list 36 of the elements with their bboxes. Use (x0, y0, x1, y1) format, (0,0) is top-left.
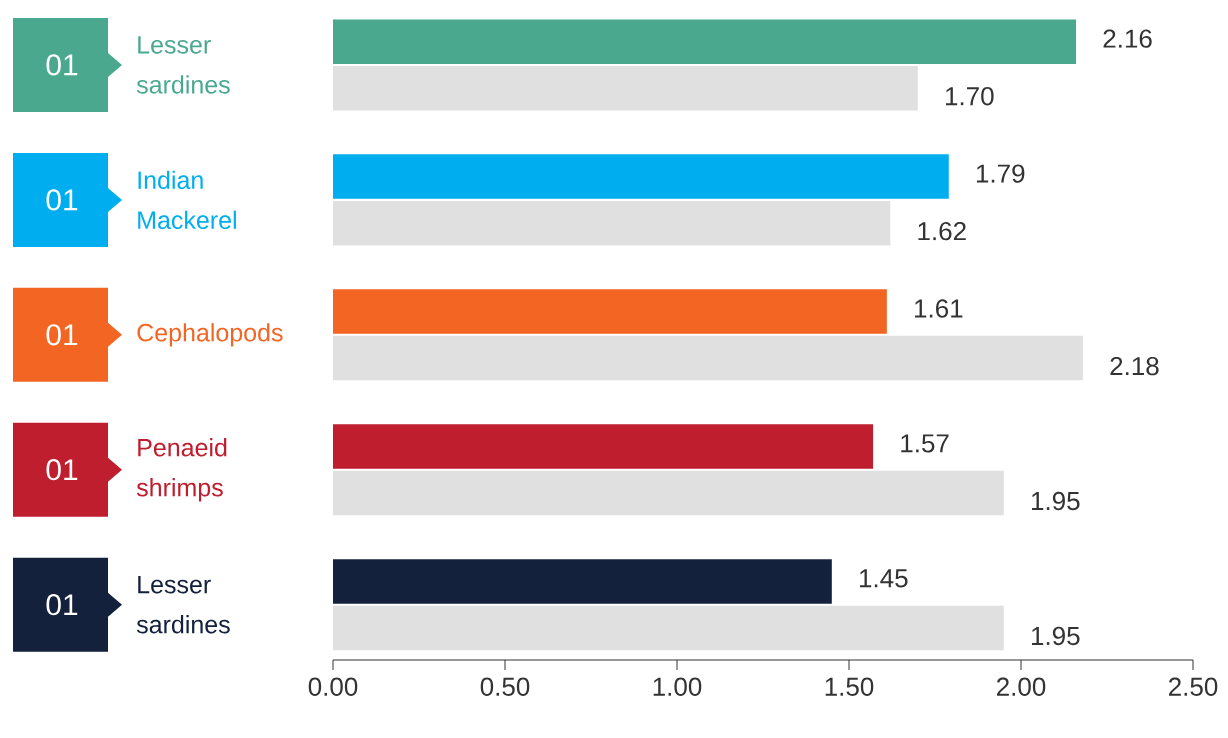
bar (333, 470, 1004, 516)
text: 01 (46, 189, 78, 211)
x-tick-label: 0.50 (480, 677, 530, 696)
data-label: 1.57 (901, 434, 949, 453)
data-label: 1.62 (918, 221, 966, 241)
bar (333, 424, 874, 469)
bar (333, 335, 1083, 381)
y-tick-label: Lesser sardines (136, 575, 230, 634)
data-label: 1.45 (859, 569, 908, 588)
y-tick-label: Penaeid shrimps (136, 438, 227, 502)
bar (333, 289, 887, 334)
x-tick-label: 0.00 (308, 677, 358, 696)
text: 01 (46, 54, 78, 76)
data-label: 1.61 (915, 299, 963, 318)
y-tick-label: Indian Mackerel (138, 170, 236, 230)
x-tick-label: 2.00 (997, 677, 1046, 696)
text: 01 (46, 594, 78, 616)
bar (333, 65, 918, 111)
x-tick-label: 1.50 (825, 677, 874, 696)
x-tick-label: 2.50 (1169, 677, 1218, 696)
bar (333, 200, 891, 246)
x-tick-label: 1.00 (653, 677, 702, 696)
data-label: 1.95 (1031, 491, 1080, 511)
data-label: 1.95 (1031, 626, 1080, 646)
bar (333, 559, 832, 604)
bar (333, 605, 1004, 651)
data-label: 1.70 (945, 87, 994, 106)
text: 01 (46, 324, 78, 346)
data-label: 2.18 (1110, 356, 1159, 376)
text: 01 (46, 459, 78, 481)
data-label: 1.79 (976, 164, 1025, 183)
bar (333, 19, 1077, 64)
data-label: 2.16 (1103, 29, 1152, 48)
bar (333, 154, 949, 199)
y-tick-label: Lesser sardines (136, 36, 230, 94)
y-tick-label: Cephalopods (137, 323, 283, 347)
